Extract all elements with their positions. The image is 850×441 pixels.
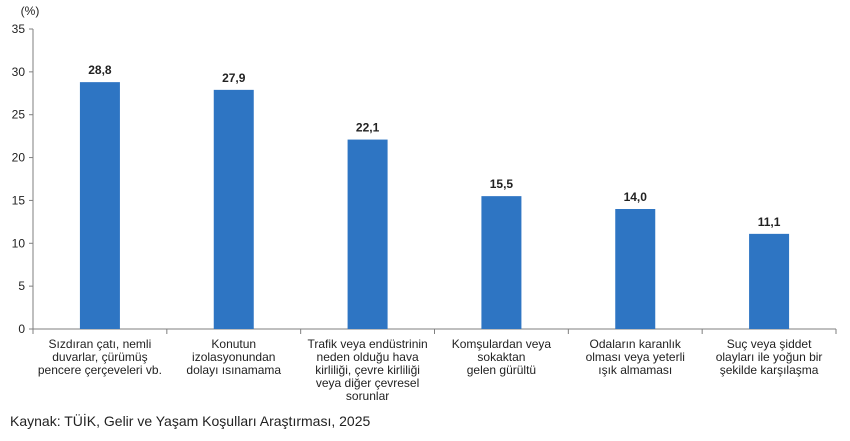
x-category-label: Konutun izolasyonundan dolayı ısınamama <box>186 337 281 377</box>
x-category-label: Komşulardan veya sokaktan gelen gürültü <box>452 337 552 377</box>
source-note: Kaynak: TÜİK, Gelir ve Yaşam Koşulları A… <box>10 413 371 429</box>
x-category-label: Trafik veya endüstrinin neden olduğu hava… <box>307 337 427 403</box>
y-tick-label: 30 <box>12 65 26 79</box>
bar <box>347 139 388 329</box>
bar <box>213 89 254 329</box>
bar <box>79 82 120 330</box>
bar <box>615 209 656 329</box>
y-tick-label: 10 <box>12 236 26 250</box>
bar-value-label: 14,0 <box>624 190 648 204</box>
bar-value-label: 27,9 <box>222 71 246 85</box>
y-tick-label: 15 <box>12 193 26 207</box>
bar <box>481 196 522 329</box>
bar-value-label: 28,8 <box>88 63 112 77</box>
bar-value-label: 22,1 <box>356 121 380 135</box>
y-tick-label: 5 <box>18 279 25 293</box>
y-tick-label: 0 <box>18 322 25 336</box>
y-unit-label: (%) <box>21 4 40 18</box>
bar-value-label: 11,1 <box>758 215 781 229</box>
bar <box>749 233 790 329</box>
x-category-label: Sızdıran çatı, nemli duvarlar, çürümüş pen… <box>38 337 162 377</box>
y-tick-label: 25 <box>12 108 26 122</box>
x-category-label: Odaların karanlık olması veya yeterli ışık… <box>586 337 685 377</box>
y-tick-label: 35 <box>12 22 26 36</box>
x-category-label: Suç veya şiddet olayları ile yoğun bir şek… <box>716 337 823 377</box>
bar-value-label: 15,5 <box>490 177 514 191</box>
y-tick-label: 20 <box>12 151 26 165</box>
